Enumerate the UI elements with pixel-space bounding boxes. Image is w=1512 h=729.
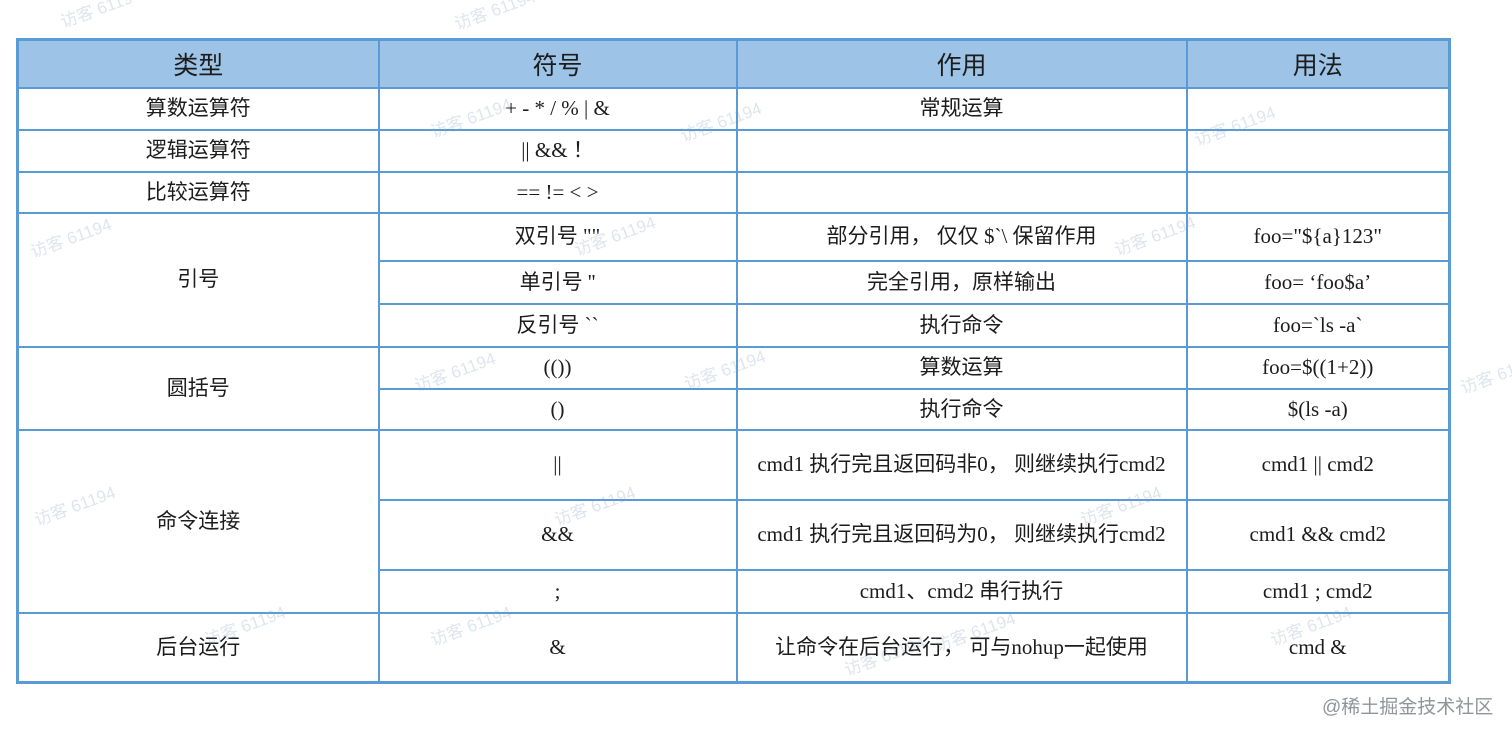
header-cell-usage: 用法 bbox=[1185, 38, 1451, 89]
cell-effect: cmd1 执行完且返回码为0， 则继续执行cmd2 bbox=[735, 499, 1188, 571]
cell-effect: 常规运算 bbox=[735, 87, 1188, 131]
table-row: 算数运算符 + - * / % | & 常规运算 bbox=[16, 87, 1451, 131]
cell-symbol: (()) bbox=[377, 346, 738, 390]
table-header-row: 类型 符号 作用 用法 bbox=[16, 38, 1451, 89]
cell-effect: 执行命令 bbox=[735, 388, 1188, 431]
table-row: 单引号 '' 完全引用，原样输出 foo= ‘foo$a’ bbox=[18, 260, 1451, 305]
cell-usage bbox=[1185, 171, 1451, 214]
cell-type-group: 圆括号 bbox=[16, 346, 380, 431]
cell-effect: cmd1 执行完且返回码非0， 则继续执行cmd2 bbox=[735, 429, 1188, 501]
table-row: 后台运行 & 让命令在后台运行， 可与nohup一起使用 cmd & bbox=[16, 612, 1451, 683]
header-cell-symbol: 符号 bbox=[377, 38, 738, 89]
table-row: () 执行命令 $(ls -a) bbox=[18, 388, 1451, 431]
cell-type-group: 命令连接 bbox=[16, 429, 380, 614]
cell-symbol: == != < > bbox=[377, 171, 738, 214]
cell-usage bbox=[1185, 87, 1451, 131]
cell-symbol: 单引号 '' bbox=[377, 260, 738, 305]
visitor-watermark-text: 访客 61194 bbox=[451, 0, 539, 34]
table-row: 逻辑运算符 || && ！ bbox=[16, 129, 1451, 173]
header-cell-effect: 作用 bbox=[735, 38, 1188, 89]
cell-usage: foo=`ls -a` bbox=[1185, 303, 1451, 348]
cell-type: 算数运算符 bbox=[16, 87, 380, 131]
cell-effect: 让命令在后台运行， 可与nohup一起使用 bbox=[735, 612, 1188, 683]
cell-effect: 执行命令 bbox=[735, 303, 1188, 348]
cell-usage: cmd1 || cmd2 bbox=[1185, 429, 1451, 501]
visitor-watermark-text: 访客 61194 bbox=[57, 0, 145, 32]
table-row: 圆括号 (()) 算数运算 foo=$((1+2)) bbox=[16, 346, 1451, 431]
cell-effect: 完全引用，原样输出 bbox=[735, 260, 1188, 305]
table-row: 比较运算符 == != < > bbox=[16, 171, 1451, 214]
cell-effect bbox=[735, 129, 1188, 173]
cell-effect: 部分引用， 仅仅 $`\ 保留作用 bbox=[735, 212, 1188, 262]
cell-symbol: () bbox=[377, 388, 738, 431]
cell-symbol: & bbox=[377, 612, 738, 683]
site-watermark: @稀土掘金技术社区 bbox=[1322, 697, 1494, 718]
cell-symbol: && bbox=[377, 499, 738, 571]
cell-usage: foo=$((1+2)) bbox=[1185, 346, 1451, 390]
table-row: && cmd1 执行完且返回码为0， 则继续执行cmd2 cmd1 && cmd… bbox=[18, 499, 1451, 571]
cell-symbol: 双引号 "" bbox=[377, 212, 738, 262]
shell-operators-table: 类型 符号 作用 用法 算数运算符 + - * / % | & 常规运算 逻辑运… bbox=[16, 38, 1451, 684]
cell-symbol: ; bbox=[377, 569, 738, 614]
cell-usage: foo= ‘foo$a’ bbox=[1185, 260, 1451, 305]
table-row: 反引号 `` 执行命令 foo=`ls -a` bbox=[18, 303, 1451, 348]
header-cell-type: 类型 bbox=[16, 38, 380, 89]
table-row: 命令连接 || cmd1 执行完且返回码非0， 则继续执行cmd2 cmd1 |… bbox=[16, 429, 1451, 614]
cell-effect bbox=[735, 171, 1188, 214]
cell-symbol: + - * / % | & bbox=[377, 87, 738, 131]
table-row: 引号 双引号 "" 部分引用， 仅仅 $`\ 保留作用 foo="${a}123… bbox=[16, 212, 1451, 348]
cell-usage: foo="${a}123" bbox=[1185, 212, 1451, 262]
cell-effect: cmd1、cmd2 串行执行 bbox=[735, 569, 1188, 614]
visitor-watermark-text: 访客 61194 bbox=[1457, 350, 1512, 398]
cell-usage: $(ls -a) bbox=[1185, 388, 1451, 431]
cell-type: 逻辑运算符 bbox=[16, 129, 380, 173]
cell-type-group: 引号 bbox=[16, 212, 380, 348]
cell-type: 后台运行 bbox=[16, 612, 380, 683]
cell-effect: 算数运算 bbox=[735, 346, 1188, 390]
cell-symbol: 反引号 `` bbox=[377, 303, 738, 348]
cell-usage: cmd1 ; cmd2 bbox=[1185, 569, 1451, 614]
cell-type: 比较运算符 bbox=[16, 171, 380, 214]
cell-symbol: || && ！ bbox=[377, 129, 738, 173]
cell-usage: cmd1 && cmd2 bbox=[1185, 499, 1451, 571]
table-row: ; cmd1、cmd2 串行执行 cmd1 ; cmd2 bbox=[18, 569, 1451, 614]
cell-usage: cmd & bbox=[1185, 612, 1451, 683]
cell-usage bbox=[1185, 129, 1451, 173]
cell-symbol: || bbox=[377, 429, 738, 501]
